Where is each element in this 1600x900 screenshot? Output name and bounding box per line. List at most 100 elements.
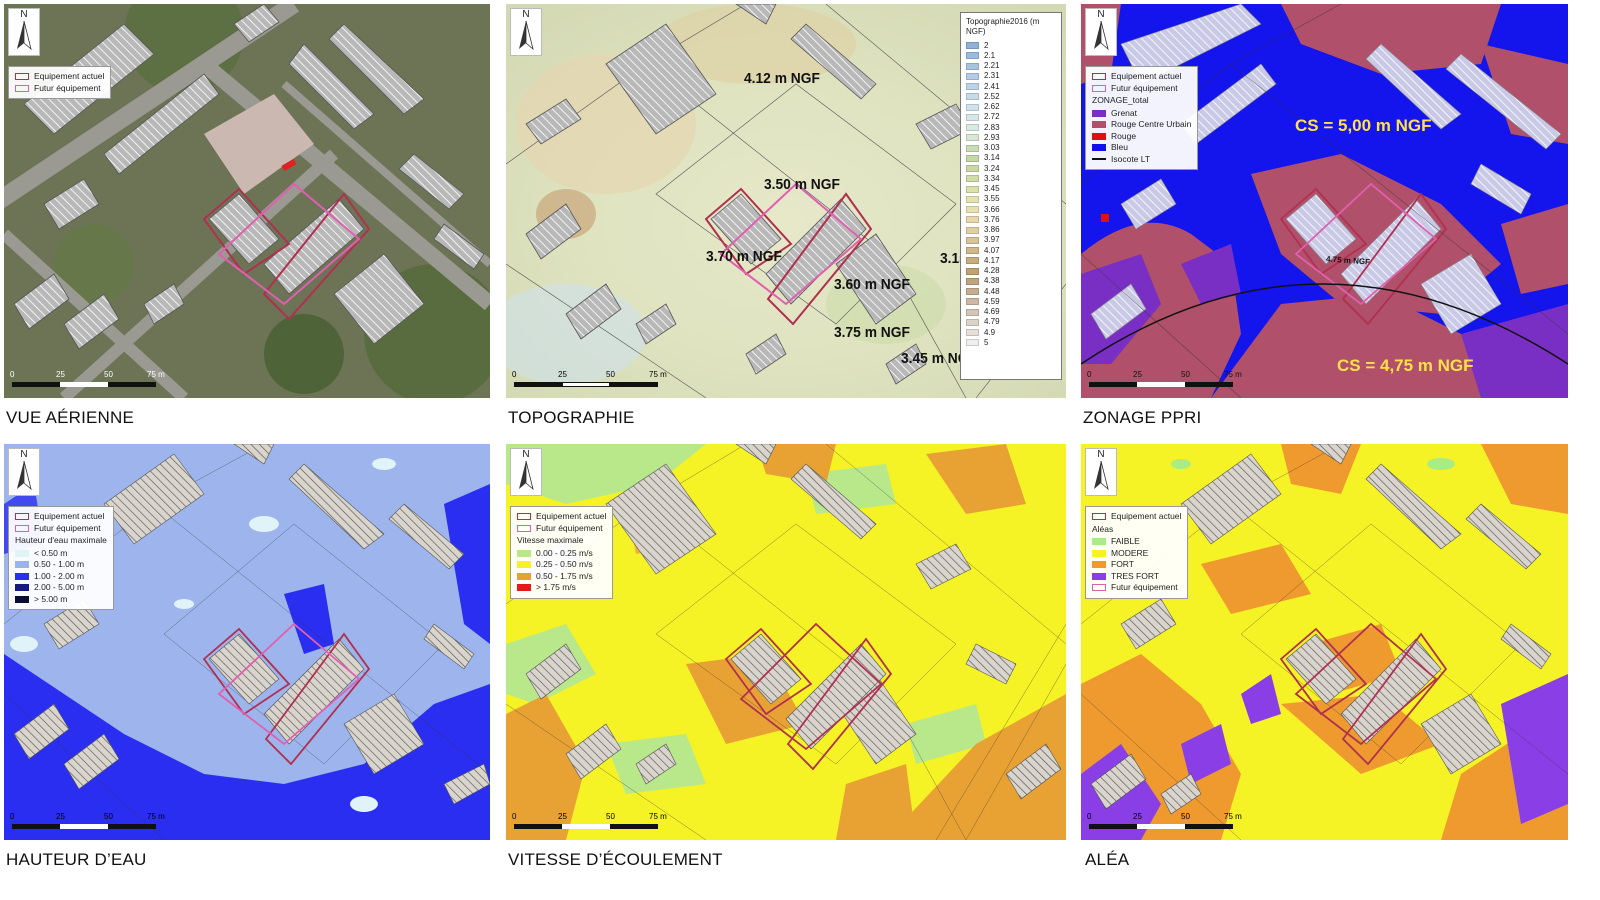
legend-label: MODERE xyxy=(1111,547,1149,558)
legend-item: 4.59 xyxy=(966,297,1056,307)
legend-swatch xyxy=(966,236,979,244)
legend-item: 4.07 xyxy=(966,246,1056,256)
legend-item: 3.66 xyxy=(966,205,1056,215)
legend-item: Equipement actuel xyxy=(15,71,104,83)
scale-label: 0 xyxy=(512,812,517,821)
legend-swatch xyxy=(966,329,979,337)
legend-swatch xyxy=(966,257,979,265)
north-arrow: N xyxy=(1085,8,1117,56)
legend-item: MODERE xyxy=(1092,548,1181,560)
legend-label: 4.9 xyxy=(984,327,996,337)
legend-swatch xyxy=(966,52,979,60)
legend: Equipement actuel Aléas FAIBLE MODERE FO… xyxy=(1085,506,1189,599)
north-arrow-icon xyxy=(1094,460,1109,491)
panel-caption: ZONAGE PPRI xyxy=(1083,408,1202,427)
legend-item: Rouge Centre Urbain xyxy=(1092,119,1191,131)
legend-label: 2.31 xyxy=(984,71,1000,81)
legend-swatch xyxy=(1092,561,1106,569)
scale-label: 25 xyxy=(56,370,65,379)
topography-legend: Topographie2016 (m NGF) 2 2.1 2.21 2.31 2.41… xyxy=(960,12,1062,380)
scale-label: 50 xyxy=(104,812,113,821)
legend-item: 2.21 xyxy=(966,61,1056,71)
legend-item: 3.24 xyxy=(966,164,1056,174)
legend-item: Grenat xyxy=(1092,108,1191,120)
elevation-label: 3.60 m NGF xyxy=(834,276,910,293)
legend-label: 3.76 xyxy=(984,214,1000,224)
legend-swatch xyxy=(966,165,979,173)
legend-swatch xyxy=(966,339,979,347)
legend-item: > 5.00 m xyxy=(15,594,107,606)
legend-item: Futur équipement xyxy=(15,523,107,535)
north-letter: N xyxy=(20,449,28,460)
velocity-map xyxy=(506,444,1066,840)
legend-label: Futur équipement xyxy=(1111,82,1178,93)
legend-label: 2.62 xyxy=(984,102,1000,111)
scale-label: 0 xyxy=(1087,370,1092,379)
scale-label: 75 m xyxy=(1224,812,1242,821)
legend-item: FAIBLE xyxy=(1092,536,1181,548)
legend-label: 0.50 - 1.00 m xyxy=(34,559,85,569)
legend-swatch xyxy=(966,288,979,296)
north-arrow-icon xyxy=(519,20,534,51)
legend-item: 0.25 - 0.50 m/s xyxy=(517,559,606,571)
legend-swatch xyxy=(1092,84,1106,92)
legend-swatch xyxy=(966,206,979,214)
legend-item: Isocote LT xyxy=(1092,154,1191,166)
map-panel-topography: N 4.12 m NGF 3.50 m NGF 3.70 m NGF 3.15 … xyxy=(506,4,1066,398)
legend-swatch xyxy=(517,561,531,569)
legend-item: TRES FORT xyxy=(1092,571,1181,583)
legend-item: Futur équipement xyxy=(1092,83,1191,95)
legend-swatch xyxy=(1092,158,1106,161)
legend-item: > 1.75 m/s xyxy=(517,582,606,594)
north-arrow: N xyxy=(8,8,40,56)
legend-label: 4.79 xyxy=(984,317,1000,327)
legend-item: 3.45 xyxy=(966,184,1056,194)
legend-label: Equipement actuel xyxy=(34,511,105,521)
legend-label: 3.34 xyxy=(984,173,1000,183)
legend: Equipement actuel Futur équipement Haute… xyxy=(8,506,114,610)
panel-caption: VITESSE D’ÉCOULEMENT xyxy=(508,850,723,869)
legend-item: Bleu xyxy=(1092,142,1191,154)
legend-swatch xyxy=(1092,549,1106,557)
legend-item: Futur équipement xyxy=(517,523,606,535)
legend-item: 5 xyxy=(966,338,1056,348)
aerial-map xyxy=(4,4,490,398)
legend-swatch xyxy=(15,584,29,592)
legend-swatch xyxy=(966,216,979,224)
scale-label: 25 xyxy=(1133,370,1142,379)
legend-item: < 0.50 m xyxy=(15,548,107,560)
legend-label: 3.14 xyxy=(984,153,1000,163)
legend: Equipement actuel Futur équipement Vites… xyxy=(510,506,614,599)
legend-label: 3.97 xyxy=(984,235,1000,245)
legend-label: Equipement actuel xyxy=(1111,71,1182,81)
elevation-label: 3.45 m NGF xyxy=(901,350,977,367)
elevation-label: 3.75 m NGF xyxy=(834,324,910,341)
north-letter: N xyxy=(20,9,28,20)
legend-swatch xyxy=(966,72,979,80)
legend-item: 4.79 xyxy=(966,317,1056,327)
legend-label: 3.45 xyxy=(984,184,1000,193)
north-arrow: N xyxy=(1085,448,1117,496)
legend-title: Topographie2016 (m NGF) xyxy=(966,17,1040,37)
map-panel-hazard: N Equipement actuel Aléas FAIBLE MODERE … xyxy=(1081,444,1568,840)
scale-label: 75 m xyxy=(649,370,667,379)
legend-label: 4.38 xyxy=(984,276,1000,286)
legend-swatch xyxy=(966,277,979,285)
legend-item: Equipement actuel xyxy=(1092,71,1191,83)
panel-caption: HAUTEUR D’EAU xyxy=(6,850,147,869)
legend-label: Rouge xyxy=(1111,130,1137,141)
legend-item: 3.03 xyxy=(966,143,1056,153)
legend-item: 2.93 xyxy=(966,133,1056,143)
legend-label: Futur équipement xyxy=(34,82,101,93)
legend-label: Futur équipement xyxy=(34,522,101,533)
hazard-map xyxy=(1081,444,1568,840)
legend-label: Equipement actuel xyxy=(34,71,105,81)
legend-label: > 5.00 m xyxy=(34,593,68,604)
map-panel-water-depth: N Equipement actuel Futur équipement Hau… xyxy=(4,444,490,840)
legend-item: Equipement actuel xyxy=(15,511,107,523)
map-panel-aerial: N Equipement actuel Futur équipement 0 2… xyxy=(4,4,490,398)
map-panel-velocity: N Equipement actuel Futur équipement Vit… xyxy=(506,444,1066,840)
legend-label: 2 xyxy=(984,40,989,50)
legend-label: 4.07 xyxy=(984,245,1000,255)
map-panel-ppri: N Equipement actuel Futur équipement ZON… xyxy=(1081,4,1568,398)
